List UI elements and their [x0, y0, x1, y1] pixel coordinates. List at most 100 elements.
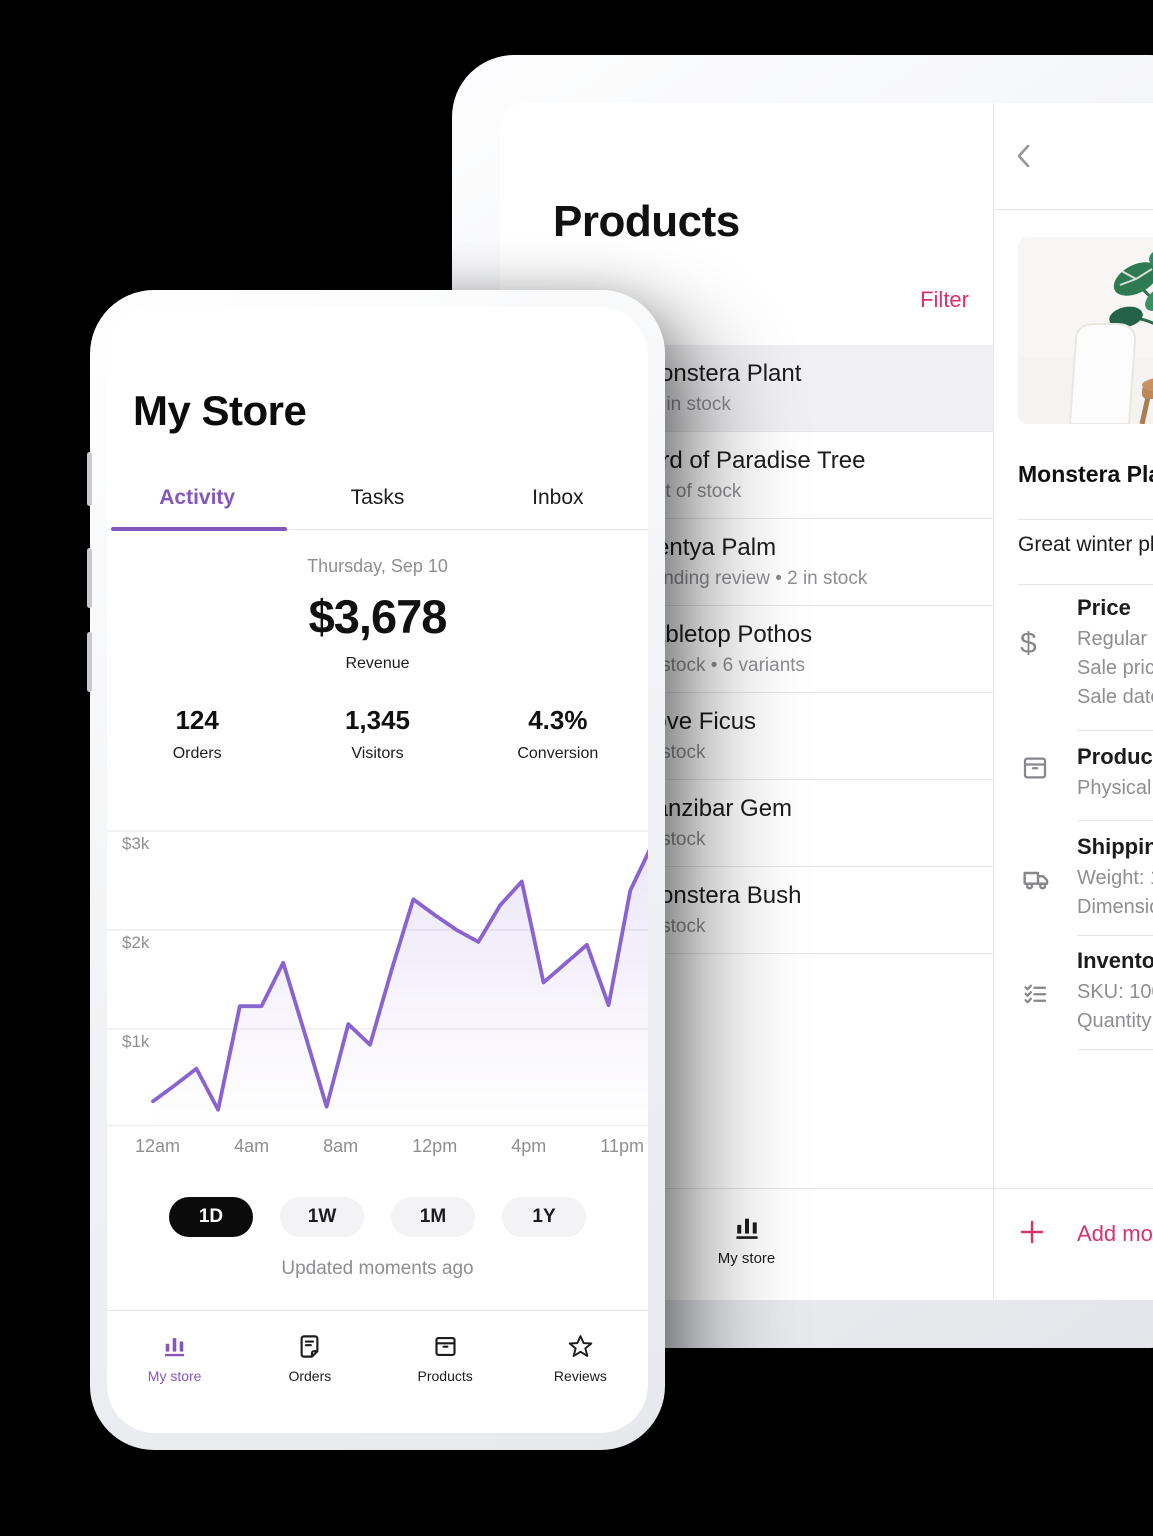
phone-side-button: [87, 548, 92, 608]
x-axis-labels: 12am 4am 8am 12pm 4pm 11pm: [135, 1136, 644, 1157]
x-tick-label: 8am: [323, 1136, 359, 1156]
y-tick-label: $1k: [122, 1032, 150, 1051]
product-name: Kentya Palm: [640, 534, 777, 561]
archive-box-icon: [432, 1333, 459, 1360]
stat-orders: 124 Orders: [107, 705, 287, 763]
document-icon: [296, 1333, 323, 1360]
product-row[interactable]: Bird of Paradise Tree Out of stock: [500, 432, 993, 519]
product-name: Love Ficus: [640, 708, 757, 735]
x-tick-label: 11pm: [600, 1136, 644, 1156]
plus-icon: [1018, 1218, 1046, 1246]
tab-inbox[interactable]: Inbox: [468, 475, 648, 529]
product-type-line: Physical product: [1077, 777, 1153, 799]
archive-box-icon: [1020, 753, 1050, 783]
stat-label: Conversion: [517, 745, 599, 762]
shipping-heading: Shipping: [1077, 834, 1153, 859]
bar-chart-icon: [161, 1333, 188, 1360]
checklist-icon: [1020, 979, 1050, 1009]
divider: [1018, 519, 1153, 520]
updated-status: Updated moments ago: [281, 1258, 474, 1279]
revenue-chart[interactable]: [107, 828, 648, 1128]
product-detail-pane: Monstera Plant Great winter plant $ Pric…: [994, 103, 1153, 1300]
detail-product-description: Great winter plant: [1018, 533, 1153, 556]
stat-value: 1,345: [344, 705, 411, 735]
phone-device: My Store Activity Tasks Inbox Thursday, …: [87, 290, 665, 1450]
divider: [1077, 820, 1153, 821]
x-tick-label: 4am: [234, 1136, 270, 1156]
tablet-toolbar-divider: [500, 1188, 1153, 1189]
price-line: Regular price: [1077, 628, 1153, 650]
x-tick-label: 4pm: [511, 1136, 547, 1156]
divider: [1077, 935, 1153, 936]
detail-product-title: Monstera Plant: [1018, 461, 1153, 487]
stat-value: 124: [175, 705, 219, 735]
nav-orders[interactable]: Orders: [242, 1311, 377, 1433]
bottom-nav: My store Orders: [107, 1311, 648, 1433]
tab-activity[interactable]: Activity: [107, 475, 287, 531]
stat-visitors: 1,345 Visitors: [287, 705, 467, 763]
nav-products[interactable]: Products: [378, 1311, 513, 1433]
product-status: In stock: [640, 829, 706, 850]
nav-label: Orders: [288, 1368, 332, 1384]
revenue-value: $3,678: [308, 590, 448, 643]
nav-label: Reviews: [553, 1368, 607, 1384]
stats-row: 124 Orders 1,345 Visitors 4.3% Conversio…: [107, 705, 648, 763]
range-1w-button[interactable]: 1W: [280, 1197, 364, 1237]
x-tick-label: 12am: [135, 1136, 181, 1156]
back-chevron-icon[interactable]: [1011, 141, 1039, 171]
shipping-line: Weight: 1 kg: [1077, 867, 1153, 889]
truck-icon: [1020, 863, 1052, 895]
star-icon: [567, 1333, 594, 1360]
product-status: In stock • 6 variants: [640, 655, 806, 676]
product-status: Out of stock: [640, 481, 742, 502]
price-section-heading: Price: [1077, 595, 1131, 620]
tablet-nav-label: My store: [717, 1250, 776, 1267]
revenue-label: Revenue: [345, 655, 410, 672]
product-status: 20 in stock: [640, 394, 731, 415]
nav-label: Products: [417, 1368, 473, 1384]
tablet-nav-my-store[interactable]: My store: [500, 1189, 993, 1267]
y-tick-label: $3k: [122, 834, 150, 853]
tab-label: Tasks: [350, 486, 405, 509]
range-1m-button[interactable]: 1M: [391, 1197, 475, 1237]
stat-label: Orders: [172, 745, 222, 762]
dollar-icon: $: [1020, 627, 1037, 660]
add-more-button[interactable]: Add more: [994, 1216, 1153, 1256]
product-status: In stock: [640, 916, 706, 937]
active-tab-underline: [111, 527, 287, 531]
product-name: Tabletop Pothos: [640, 621, 813, 648]
detail-header: [994, 103, 1153, 210]
tab-label: Activity: [159, 486, 236, 509]
phone-side-button: [87, 452, 92, 506]
date-label: Thursday, Sep 10: [307, 556, 448, 576]
y-tick-label: $2k: [122, 933, 150, 952]
tab-label: Inbox: [532, 486, 584, 509]
phone-side-button: [87, 632, 92, 692]
add-more-label: Add more: [1077, 1221, 1153, 1246]
range-1y-button[interactable]: 1Y: [502, 1197, 586, 1237]
tab-tasks[interactable]: Tasks: [287, 475, 467, 529]
divider: [1077, 1049, 1153, 1050]
nav-label: My store: [147, 1368, 202, 1384]
product-status: Pending review • 2 in stock: [640, 568, 868, 589]
product-row[interactable]: Tabletop Pothos In stock • 6 variants: [500, 606, 993, 693]
divider: [1077, 730, 1153, 731]
price-line: Sale price: [1077, 657, 1153, 679]
filter-button[interactable]: Filter: [920, 287, 969, 312]
bar-chart-icon: [732, 1213, 762, 1243]
range-1d-button[interactable]: 1D: [169, 1197, 253, 1237]
product-type-heading: Product type: [1077, 744, 1153, 769]
nav-my-store[interactable]: My store: [107, 1311, 242, 1433]
stat-label: Visitors: [351, 745, 404, 762]
tab-bar: Activity Tasks Inbox: [107, 475, 648, 531]
nav-reviews[interactable]: Reviews: [513, 1311, 648, 1433]
inventory-line: Quantity: 20: [1077, 1010, 1153, 1032]
price-line: Sale dates: [1077, 686, 1153, 708]
x-tick-label: 12pm: [412, 1136, 458, 1156]
phone-screen: My Store Activity Tasks Inbox Thursday, …: [107, 307, 648, 1433]
inventory-line: SKU: 1001: [1077, 981, 1153, 1003]
product-status: In stock: [640, 742, 706, 763]
product-name: Bird of Paradise Tree: [640, 447, 866, 474]
page-title: My Store: [133, 387, 307, 434]
